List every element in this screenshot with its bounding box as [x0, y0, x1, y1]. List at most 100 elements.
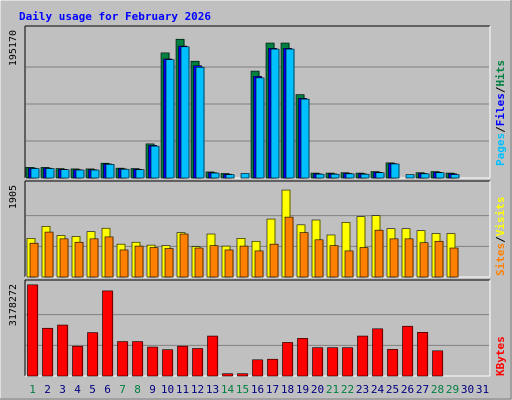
bar-sites: [404, 238, 414, 278]
x-tick-label: 16: [251, 383, 264, 396]
bar-kbytes: [72, 345, 83, 377]
side-label: Pages/Files/Hits: [494, 60, 507, 166]
y-max-label: 3178272: [8, 284, 19, 326]
bar-pages: [255, 77, 265, 179]
bar-pages: [240, 173, 250, 179]
side-label-part: /: [494, 236, 507, 243]
x-tick-label: 23: [356, 383, 369, 396]
bar-sites: [89, 238, 99, 278]
bar-sites: [344, 250, 354, 278]
bar-pages: [300, 98, 310, 179]
bar-sites: [149, 247, 159, 278]
x-tick-label: 11: [176, 383, 189, 396]
bar-sites: [194, 247, 204, 278]
bar-pages: [345, 173, 355, 179]
x-tick-label: 8: [134, 383, 141, 396]
x-tick-label: 6: [104, 383, 111, 396]
side-label-part: Sites: [494, 243, 507, 276]
bar-kbytes: [387, 349, 398, 377]
bar-pages: [360, 173, 370, 179]
side-label: Sites/Visits: [494, 197, 507, 277]
bar-sites: [74, 241, 84, 278]
side-label: KBytes: [494, 336, 507, 376]
x-tick-label: 22: [341, 383, 354, 396]
bar-kbytes: [237, 373, 248, 377]
bar-kbytes: [252, 359, 263, 377]
bar-sites: [314, 239, 324, 278]
x-tick-label: 28: [431, 383, 444, 396]
bar-pages: [375, 172, 385, 179]
x-tick-label: 10: [161, 383, 174, 396]
bar-kbytes: [312, 347, 323, 377]
bar-kbytes: [87, 332, 98, 377]
bar-pages: [120, 168, 130, 179]
side-label-part: KBytes: [494, 336, 507, 376]
bar-kbytes: [297, 338, 308, 377]
x-tick-label: 17: [266, 383, 279, 396]
side-label-part: Pages: [494, 133, 507, 166]
bar-kbytes: [267, 358, 278, 377]
bar-pages: [330, 173, 340, 179]
bar-kbytes: [162, 349, 173, 377]
bar-kbytes: [42, 327, 53, 377]
x-tick-label: 7: [119, 383, 126, 396]
bar-sites: [299, 232, 309, 278]
bar-pages: [105, 164, 115, 179]
bar-kbytes: [117, 341, 128, 377]
bar-sites: [269, 243, 279, 278]
bar-sites: [374, 229, 384, 278]
bar-pages: [225, 174, 235, 179]
x-tick-label: 3: [59, 383, 66, 396]
bar-sites: [359, 247, 369, 278]
bar-pages: [420, 173, 430, 179]
bar-sites: [164, 248, 174, 278]
bar-sites: [419, 242, 429, 278]
bar-sites: [449, 247, 459, 278]
side-label-part: Hits: [494, 60, 507, 87]
bar-sites: [239, 245, 249, 278]
x-tick-label: 2: [44, 383, 51, 396]
bar-pages: [45, 168, 55, 179]
bar-sites: [389, 238, 399, 278]
side-label-part: Files: [494, 93, 507, 126]
bar-kbytes: [357, 335, 368, 377]
bar-sites: [284, 216, 294, 278]
x-tick-label: 26: [401, 383, 414, 396]
x-tick-label: 29: [446, 383, 459, 396]
x-tick-label: 13: [206, 383, 219, 396]
bar-kbytes: [57, 324, 68, 377]
x-tick-label: 24: [371, 383, 385, 396]
bar-pages: [285, 48, 295, 179]
bar-pages: [270, 48, 280, 179]
bar-sites: [254, 250, 264, 278]
bar-pages: [435, 172, 445, 179]
x-tick-label: 18: [281, 383, 294, 396]
bar-sites: [29, 242, 39, 278]
bar-pages: [450, 174, 460, 179]
x-tick-label: 31: [476, 383, 489, 396]
bar-pages: [315, 173, 325, 179]
bar-kbytes: [327, 347, 338, 377]
bar-kbytes: [372, 328, 383, 377]
bar-kbytes: [417, 331, 428, 377]
bar-pages: [405, 174, 415, 179]
bar-pages: [210, 172, 220, 179]
bar-pages: [60, 169, 70, 179]
bar-sites: [44, 231, 54, 278]
side-label-part: /: [494, 126, 507, 133]
side-label-part: /: [494, 86, 507, 93]
bar-pages: [135, 169, 145, 179]
bar-pages: [150, 145, 160, 179]
bar-pages: [195, 66, 205, 179]
bar-kbytes: [342, 347, 353, 377]
bar-sites: [224, 249, 234, 278]
bar-sites: [119, 249, 129, 278]
x-tick-label: 21: [326, 383, 339, 396]
x-tick-label: 14: [221, 383, 235, 396]
bar-kbytes: [147, 346, 158, 377]
bar-sites: [179, 233, 189, 278]
y-max-label: 1905: [8, 185, 19, 209]
bar-kbytes: [282, 342, 293, 377]
